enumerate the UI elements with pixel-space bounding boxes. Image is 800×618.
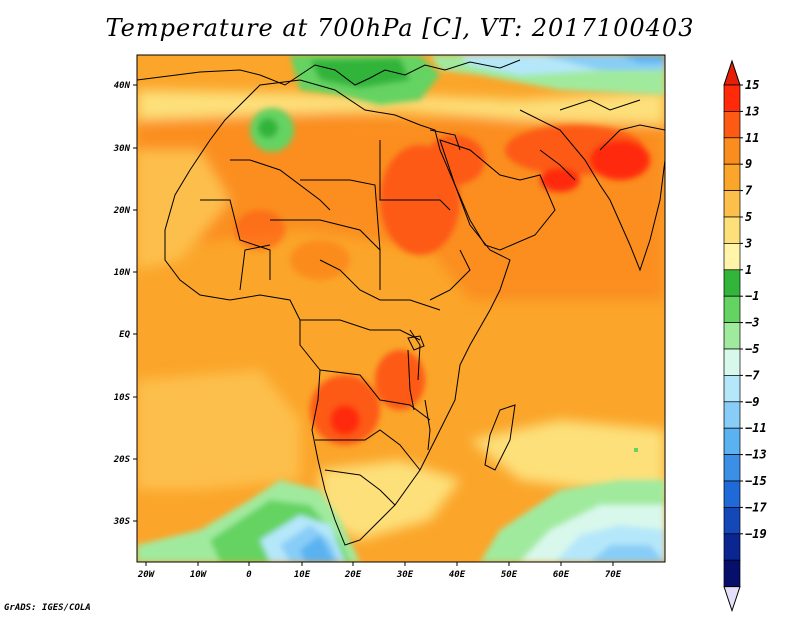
x-tick-label: 30E (396, 570, 414, 580)
colorbar-swatch (723, 137, 741, 165)
colorbar-swatch (723, 454, 741, 482)
x-tick-label: 60E (553, 570, 570, 580)
colorbar-label: 15 (745, 78, 759, 92)
colorbar-swatch (723, 401, 741, 429)
y-tick-label: 10S (114, 393, 131, 403)
x-tick-label: 10E (294, 570, 311, 580)
map-coastlines (137, 59, 665, 546)
x-axis-labels: 20W 10W 0 10E 20E 30E 40E 50E 60E 70E (137, 570, 622, 580)
colorbar-label: 7 (745, 184, 753, 198)
y-tick-label: 10N (114, 268, 131, 278)
x-tick-label: 10W (190, 570, 208, 580)
y-axis-labels: 40N 30N 20N 10N EQ 10S 20S 30S (113, 81, 131, 527)
colorbar-swatch (723, 559, 741, 587)
colorbar-label: −15 (745, 474, 767, 488)
x-tick-label: 40E (449, 570, 466, 580)
colorbar-swatch (723, 190, 741, 218)
colorbar-swatch (723, 111, 741, 139)
colorbar-swatch (723, 533, 741, 561)
y-tick-label: EQ (119, 330, 130, 340)
x-tick-label: 0 (246, 570, 252, 580)
axis-ticks (133, 84, 614, 566)
colorbar-swatch (723, 269, 741, 297)
colorbar-swatch (723, 295, 741, 323)
x-tick-label: 70E (605, 570, 622, 580)
y-tick-label: 20N (113, 206, 131, 216)
x-tick-label: 50E (501, 570, 518, 580)
colorbar-swatch (723, 243, 741, 271)
x-tick-label: 20E (344, 570, 362, 580)
colorbar-label: −7 (745, 368, 760, 382)
colorbar-swatch (723, 480, 741, 508)
colorbar-label: 9 (745, 157, 752, 171)
colorbar-swatch (723, 322, 741, 350)
y-tick-label: 40N (114, 81, 131, 91)
colorbar-label: −13 (745, 448, 767, 462)
colorbar-label: 11 (745, 131, 759, 145)
colorbar-swatch (723, 84, 741, 112)
colorbar-swatch (723, 427, 741, 455)
colorbar-label: −9 (745, 395, 759, 409)
colorbar-label: −3 (745, 316, 759, 330)
colorbar-label: 3 (744, 236, 752, 250)
colorbar-label: 1 (745, 263, 752, 277)
y-tick-label: 30N (113, 144, 131, 154)
colorbar: 15 13 11 9 7 5 3 1 −1 −3 −5 −7 −9 −11 −13 −15 −17 −19 (723, 59, 767, 613)
colorbar-label: −19 (745, 527, 767, 541)
colorbar-swatch (723, 348, 741, 376)
colorbar-label: −1 (745, 289, 759, 303)
x-tick-label: 20W (137, 570, 156, 580)
colorbar-swatch (723, 375, 741, 403)
colorbar-swatch (723, 507, 741, 535)
colorbar-swatch (723, 163, 741, 191)
map-title: Temperature at 700hPa [C], VT: 201710040… (105, 14, 695, 42)
y-tick-label: 30S (113, 517, 131, 527)
credit-label: GrADS: IGES/COLA (4, 603, 91, 613)
y-tick-label: 20S (113, 455, 131, 465)
colorbar-top-arrow (723, 59, 741, 86)
colorbar-label: −5 (745, 342, 759, 356)
colorbar-label: −11 (745, 421, 767, 435)
colorbar-label: 13 (745, 104, 759, 118)
colorbar-label: 5 (745, 210, 752, 224)
temperature-field (137, 55, 665, 562)
map-frame (136, 54, 666, 563)
colorbar-swatch (723, 216, 741, 244)
colorbar-label: −17 (745, 500, 767, 514)
colorbar-bottom-arrow (723, 586, 741, 613)
